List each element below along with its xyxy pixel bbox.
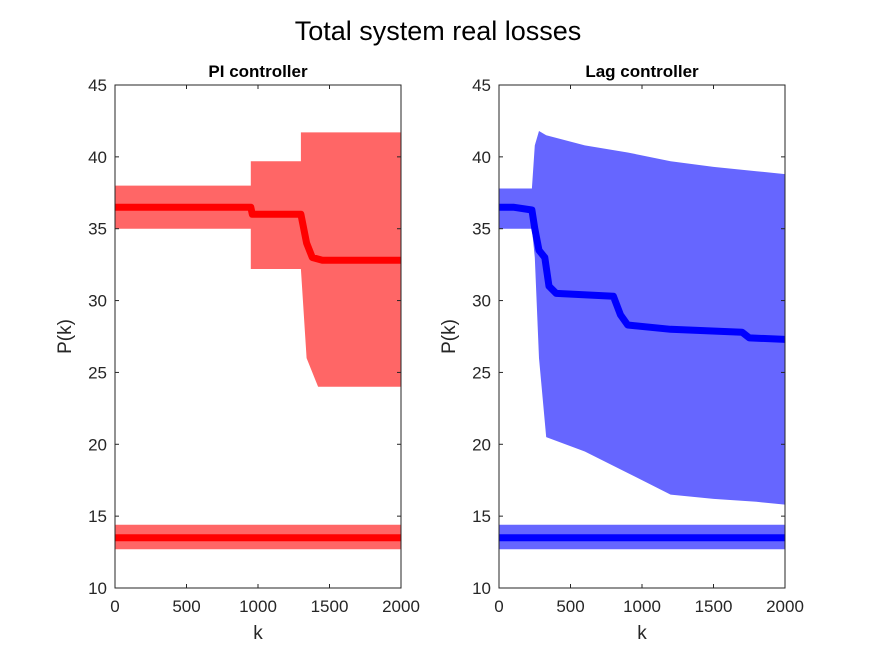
lag-controller-y-axis-label: P(k) — [439, 319, 460, 354]
lag-controller-y-tick-label: 45 — [472, 76, 491, 95]
pi-controller-y-tick-label: 20 — [88, 435, 107, 454]
pi-controller-y-tick-label: 10 — [88, 579, 107, 598]
lag-controller-y-tick-label: 15 — [472, 507, 491, 526]
pi-controller-axes: 0 500 1000 1500 2000 10 15 20 25 30 35 40 45 PI contr… — [55, 62, 420, 644]
lag-controller-x-tick-label: 1000 — [623, 597, 661, 616]
pi-controller-y-tick-label: 40 — [88, 148, 107, 167]
lag-controller-band-1 — [499, 131, 785, 505]
pi-controller-y-axis-label: P(k) — [55, 319, 76, 354]
figure-title: Total system real losses — [295, 16, 582, 46]
lag-controller-y-tick-label: 25 — [472, 363, 491, 382]
pi-controller-y-tick-label: 15 — [88, 507, 107, 526]
lag-controller-title: Lag controller — [585, 62, 699, 81]
lag-controller-y-tick-label: 20 — [472, 435, 491, 454]
lag-controller-x-tick-label: 1500 — [695, 597, 733, 616]
lag-controller-axes: 0 500 1000 1500 2000 10 15 20 25 30 35 40 45 Lag cont… — [439, 62, 804, 644]
lag-controller-y-tick-label: 10 — [472, 579, 491, 598]
lag-controller-series-group — [499, 131, 785, 550]
pi-controller-x-tick-label: 1500 — [311, 597, 349, 616]
pi-controller-band-1 — [115, 132, 401, 387]
lag-controller-y-tick-label: 35 — [472, 220, 491, 239]
lag-controller-x-tick-label: 2000 — [766, 597, 804, 616]
pi-controller-x-tick-label: 1000 — [239, 597, 277, 616]
pi-controller-x-tick-label: 0 — [110, 597, 119, 616]
lag-controller-mean-line-1 — [499, 203, 785, 343]
lag-controller-y-tick-label: 40 — [472, 148, 491, 167]
pi-controller-x-tick-label: 2000 — [382, 597, 420, 616]
pi-controller-series-group — [115, 132, 401, 550]
pi-controller-y-tick-label: 30 — [88, 292, 107, 311]
pi-controller-title: PI controller — [208, 62, 308, 81]
lag-controller-x-tick-label: 500 — [556, 597, 584, 616]
pi-controller-x-tick-label: 500 — [172, 597, 200, 616]
pi-controller-mean-line-1 — [115, 203, 401, 264]
pi-controller-y-tick-label: 25 — [88, 363, 107, 382]
lag-controller-x-tick-label: 0 — [494, 597, 503, 616]
lag-controller-y-tick-label: 30 — [472, 292, 491, 311]
pi-controller-x-axis-label: k — [253, 623, 263, 644]
pi-controller-y-tick-label: 35 — [88, 220, 107, 239]
lag-controller-x-axis-label: k — [637, 623, 647, 644]
pi-controller-y-tick-label: 45 — [88, 76, 107, 95]
